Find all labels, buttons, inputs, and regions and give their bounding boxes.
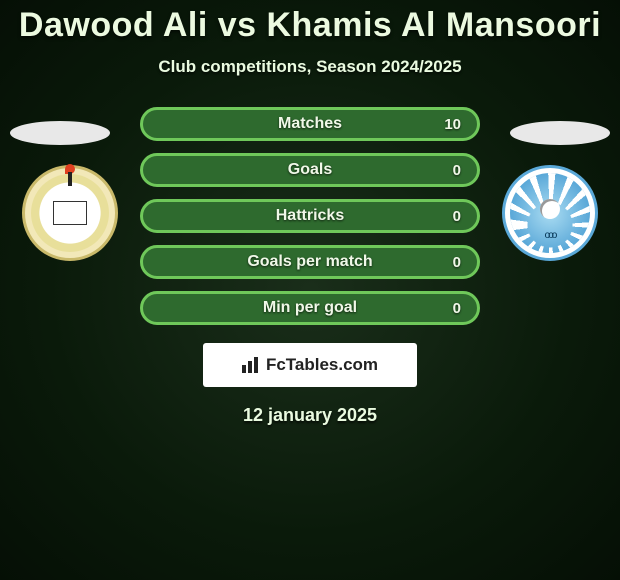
stat-bar-goals-per-match: Goals per match 0 — [140, 245, 480, 279]
stat-value: 0 — [453, 208, 461, 225]
stat-label: Hattricks — [276, 207, 344, 225]
subtitle: Club competitions, Season 2024/2025 — [0, 57, 620, 77]
stat-label: Min per goal — [263, 299, 357, 317]
stat-label: Goals — [288, 161, 332, 179]
brand-badge: FcTables.com — [203, 343, 417, 387]
comparison-panel: ooo Matches 10 Goals 0 Hattricks 0 Goals… — [0, 107, 620, 426]
stat-bar-hattricks: Hattricks 0 — [140, 199, 480, 233]
page-title: Dawood Ali vs Khamis Al Mansoori — [0, 0, 620, 45]
team-badge-right: ooo — [502, 165, 598, 261]
stat-bar-min-per-goal: Min per goal 0 — [140, 291, 480, 325]
stat-value: 0 — [453, 162, 461, 179]
stat-label: Matches — [278, 115, 342, 133]
team-badge-left — [22, 165, 118, 261]
stat-value: 0 — [453, 300, 461, 317]
stat-value: 0 — [453, 254, 461, 271]
player-right-oval — [510, 121, 610, 145]
stat-bar-matches: Matches 10 — [140, 107, 480, 141]
stat-bar-goals: Goals 0 — [140, 153, 480, 187]
torch-book-crest-icon — [31, 174, 109, 252]
player-left-oval — [10, 121, 110, 145]
date-label: 12 january 2025 — [0, 405, 620, 426]
badge-right-ring: ooo — [502, 165, 598, 261]
stat-value: 10 — [444, 116, 461, 133]
stats-bars: Matches 10 Goals 0 Hattricks 0 Goals per… — [140, 107, 480, 325]
stat-label: Goals per match — [247, 253, 372, 271]
brand-text: FcTables.com — [266, 355, 378, 375]
sunburst-ball-crest-icon: ooo — [510, 173, 590, 253]
badge-left-ring — [22, 165, 118, 261]
bar-chart-icon — [242, 357, 262, 373]
